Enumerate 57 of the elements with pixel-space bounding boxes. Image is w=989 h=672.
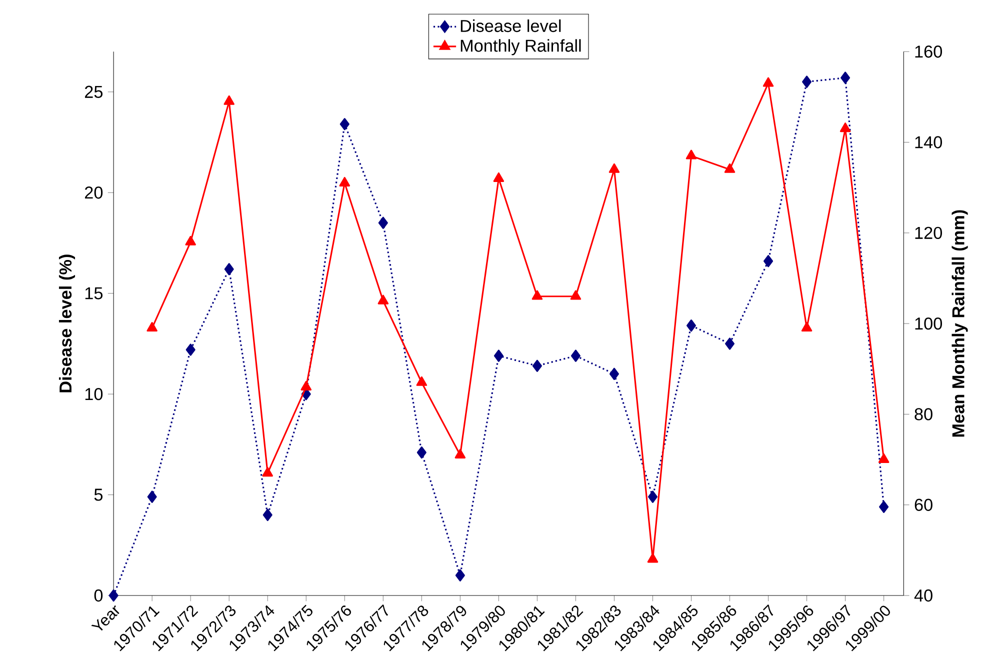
- y-tick-label: 20: [84, 186, 103, 199]
- legend-label: Disease level: [460, 19, 561, 32]
- point: [725, 338, 735, 350]
- point: [416, 446, 426, 459]
- y2-tick-label: 120: [915, 226, 942, 240]
- point: [609, 368, 619, 380]
- point: [608, 163, 620, 173]
- point: [147, 490, 157, 503]
- point: [802, 76, 812, 88]
- point: [224, 95, 234, 105]
- point: [648, 490, 658, 503]
- y-tick-label: 0: [94, 589, 103, 602]
- y2-tick-label: 160: [915, 46, 942, 58]
- y-tick-label: 10: [85, 388, 103, 400]
- point: [339, 176, 350, 187]
- point: [532, 360, 542, 372]
- point: [378, 294, 389, 304]
- point: [879, 500, 889, 513]
- y2-axis-title: Mean Monthly Rainfall (mm): [952, 210, 968, 437]
- point: [185, 236, 196, 246]
- y-tick-label: 25: [84, 86, 103, 98]
- point: [494, 350, 504, 362]
- point: [262, 508, 272, 522]
- y2-tick-label: 80: [914, 408, 932, 420]
- point: [455, 569, 465, 582]
- y2-tick-label: 140: [915, 136, 942, 148]
- point: [493, 172, 504, 182]
- point: [762, 77, 774, 87]
- point: [340, 118, 350, 130]
- point: [840, 72, 850, 84]
- y-tick-label: 5: [94, 488, 103, 501]
- point: [686, 150, 697, 160]
- point: [724, 163, 736, 173]
- point: [146, 322, 158, 332]
- y2-tick-label: 100: [915, 317, 942, 330]
- point: [108, 589, 118, 602]
- point: [647, 553, 658, 563]
- point: [686, 320, 696, 332]
- point: [570, 350, 580, 362]
- point: [300, 380, 312, 390]
- y-tick-label: 15: [85, 287, 103, 300]
- y-axis-title: Disease level (%): [58, 254, 76, 392]
- point: [378, 216, 388, 229]
- point: [764, 255, 774, 268]
- point: [840, 122, 851, 132]
- legend-label: Monthly Rainfall: [460, 39, 581, 56]
- point: [186, 344, 196, 356]
- point: [570, 290, 582, 300]
- point: [224, 263, 234, 276]
- point: [801, 322, 812, 332]
- point: [416, 376, 428, 386]
- point: [878, 453, 890, 464]
- point: [532, 290, 543, 300]
- point: [262, 467, 273, 477]
- point: [454, 448, 466, 458]
- y2-tick-label: 40: [914, 589, 932, 602]
- y2-tick-label: 60: [914, 498, 932, 511]
